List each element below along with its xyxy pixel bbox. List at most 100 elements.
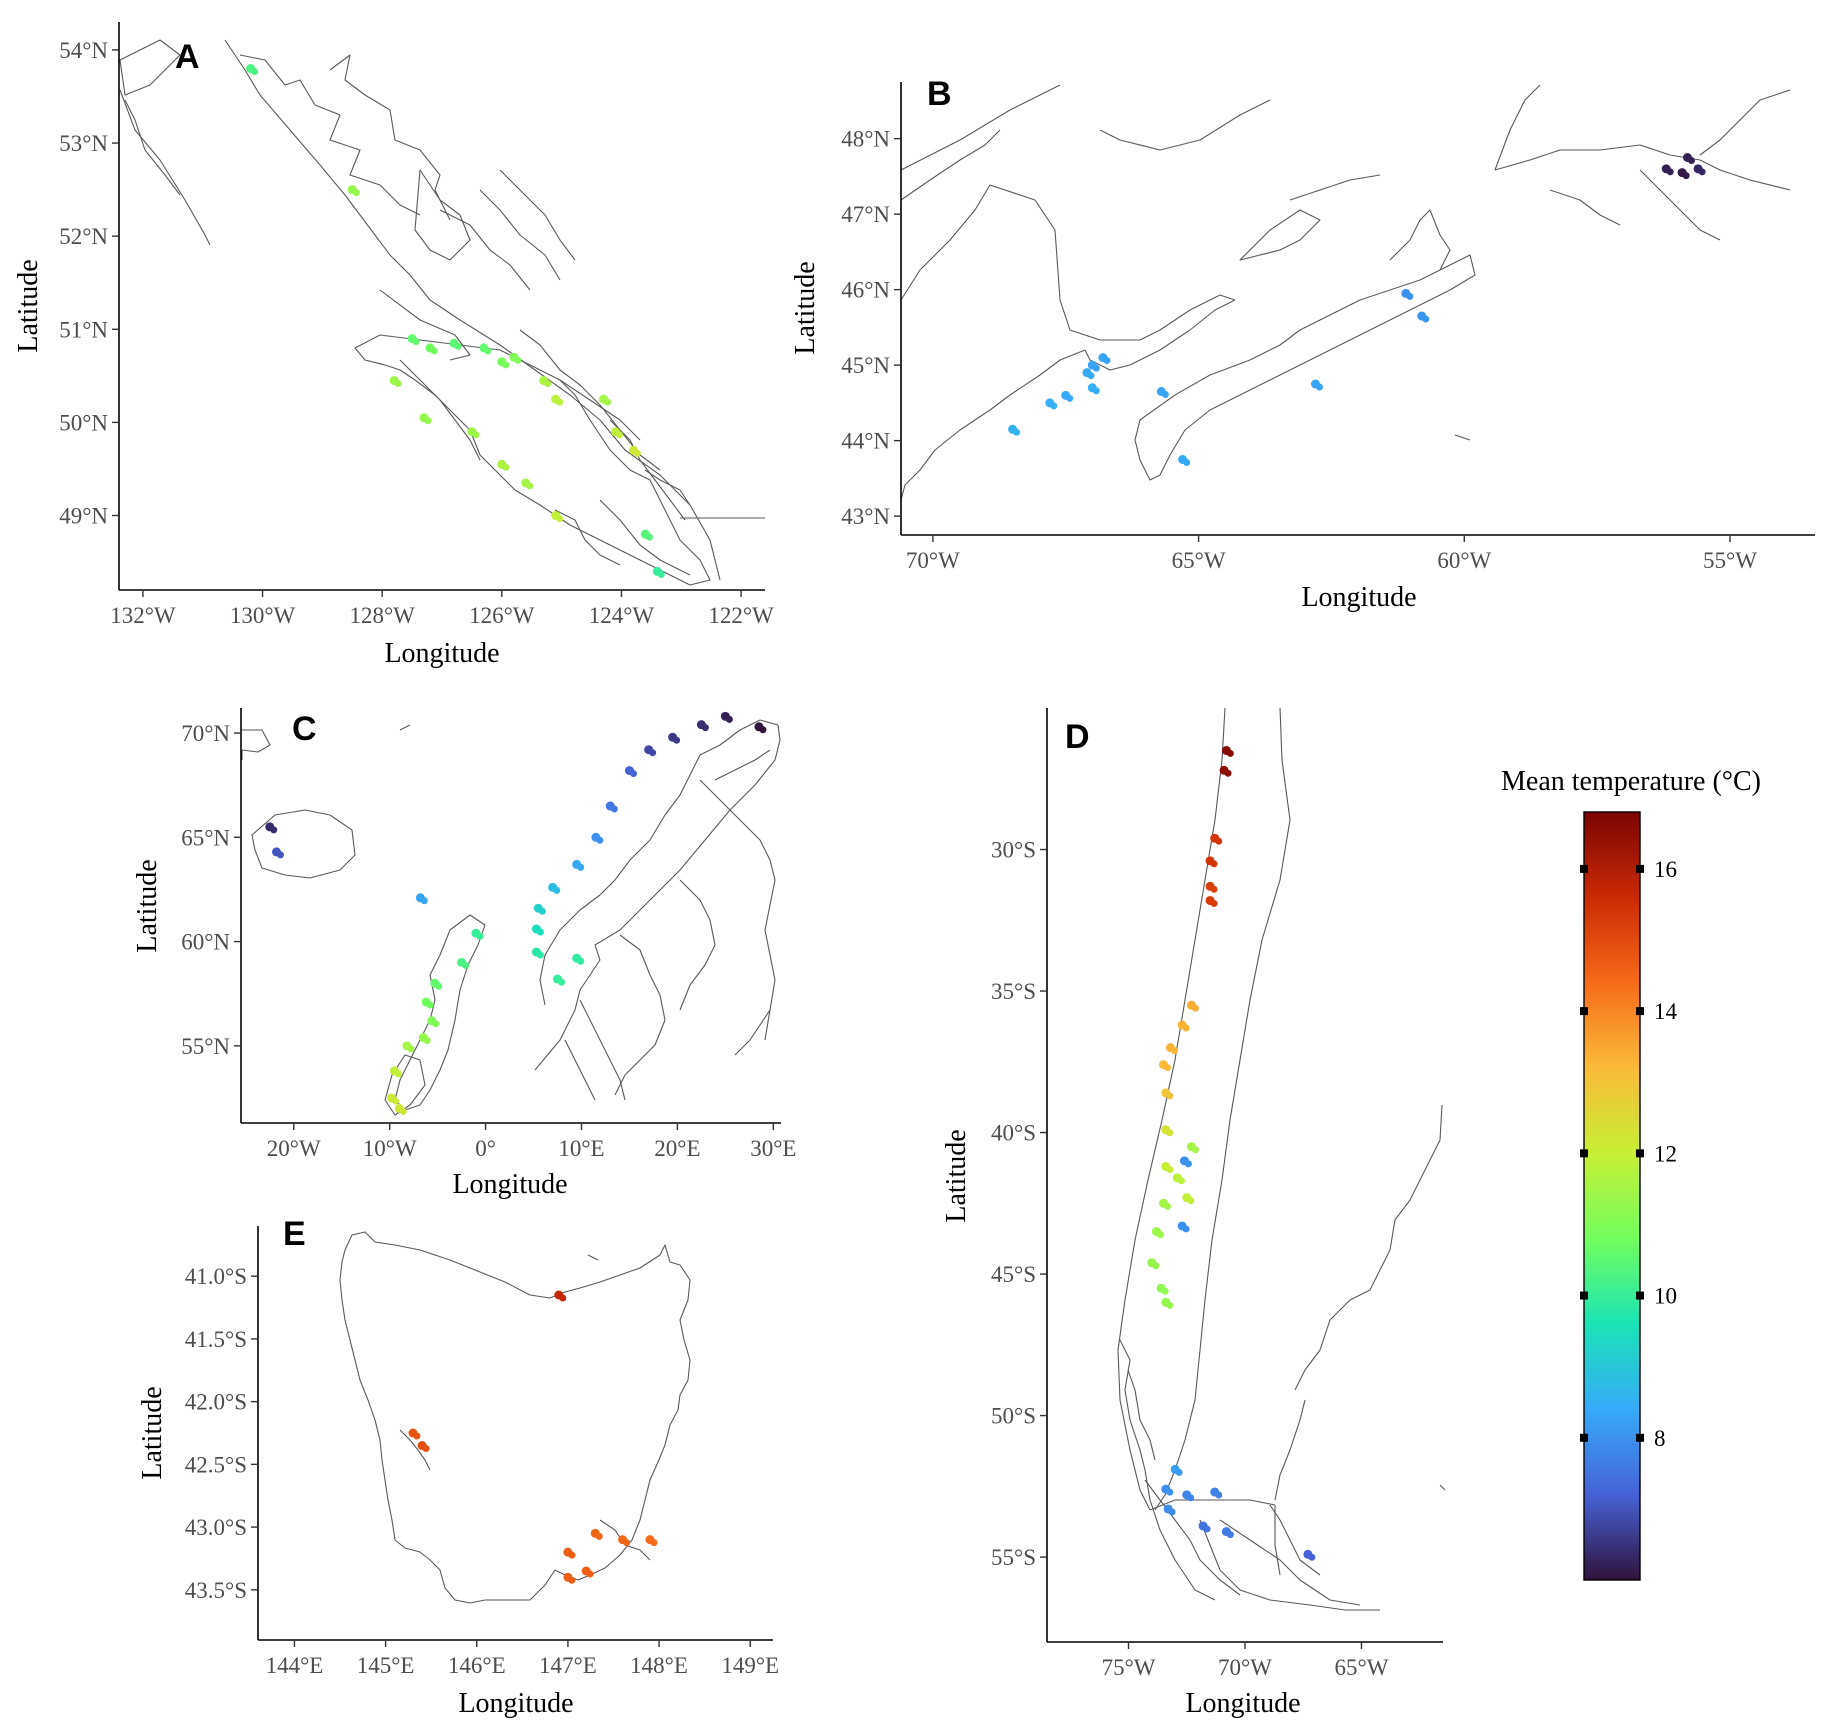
- site-marker: [502, 463, 510, 471]
- y-tick-label: 43.5°S: [185, 1578, 247, 1603]
- x-tick-label: 60°W: [1437, 548, 1491, 573]
- site-marker: [1166, 1488, 1174, 1496]
- site-marker: [1166, 1092, 1174, 1100]
- panel-e-y-title: Latitude: [137, 1386, 168, 1479]
- site-marker: [1203, 1525, 1211, 1533]
- x-tick-label: 55°W: [1703, 548, 1757, 573]
- legend-tick-mark: [1636, 864, 1644, 873]
- site-marker: [1191, 1146, 1199, 1154]
- site-marker: [1406, 292, 1414, 300]
- site-marker: [251, 68, 259, 76]
- x-tick-label: 0°: [475, 1136, 496, 1161]
- y-tick-label: 46°N: [841, 278, 890, 303]
- site-marker: [352, 189, 360, 197]
- site-marker: [435, 982, 443, 990]
- site-marker: [1184, 1160, 1192, 1168]
- y-tick-label: 50°S: [991, 1404, 1036, 1429]
- y-tick-label: 55°S: [991, 1545, 1036, 1570]
- panel-d-y-title: Latitude: [941, 1129, 972, 1222]
- y-tick-label: 43.0°S: [185, 1515, 247, 1540]
- x-tick-label: 70°W: [906, 548, 960, 573]
- temperature-legend: Mean temperature (°C) 16 14 12 10 8: [1501, 766, 1761, 1581]
- site-marker: [399, 1107, 407, 1115]
- site-marker: [1087, 372, 1095, 380]
- site-marker: [553, 886, 561, 894]
- y-tick-label: 55°N: [181, 1034, 230, 1059]
- panel-b-markers: [1008, 153, 1706, 466]
- site-marker: [1163, 1064, 1171, 1072]
- y-tick-label: 41.0°S: [185, 1264, 247, 1289]
- site-marker: [1050, 402, 1058, 410]
- y-tick-label: 45°S: [991, 1262, 1036, 1287]
- site-marker: [1315, 383, 1323, 391]
- site-marker: [568, 1551, 576, 1559]
- site-marker: [1161, 1287, 1169, 1295]
- x-tick-label: 145°E: [357, 1653, 415, 1678]
- panel-e-coastline: [339, 1231, 691, 1604]
- site-marker: [701, 724, 709, 732]
- panel-a-letter: A: [175, 38, 200, 76]
- site-marker: [462, 961, 470, 969]
- legend-tick-label: 14: [1654, 999, 1678, 1024]
- site-marker: [1175, 1468, 1183, 1476]
- site-marker: [1687, 157, 1695, 164]
- site-marker: [1210, 860, 1218, 868]
- site-marker: [623, 1539, 631, 1547]
- y-tick-label: 54°N: [59, 38, 108, 63]
- x-tick-label: 148°E: [630, 1653, 688, 1678]
- site-marker: [1226, 749, 1234, 757]
- site-marker: [413, 1432, 421, 1440]
- y-tick-label: 49°N: [59, 504, 108, 529]
- site-marker: [673, 736, 681, 744]
- site-marker: [514, 356, 522, 364]
- site-marker: [650, 1539, 658, 1547]
- site-marker: [1682, 172, 1690, 180]
- site-marker: [422, 1445, 430, 1453]
- x-tick-label: 10°E: [558, 1136, 604, 1161]
- panel-d-coastline: [1117, 707, 1446, 1611]
- x-tick-label: 70°W: [1218, 1655, 1272, 1680]
- y-tick-label: 40°S: [991, 1121, 1036, 1146]
- site-marker: [649, 749, 657, 757]
- site-marker: [1215, 837, 1223, 845]
- x-tick-label: 65°W: [1172, 548, 1226, 573]
- site-marker: [412, 338, 420, 346]
- panel-a-y-title: Latitude: [13, 259, 44, 352]
- site-marker: [1156, 1231, 1164, 1239]
- site-marker: [556, 398, 564, 406]
- panel-c-letter: C: [292, 710, 317, 748]
- y-tick-label: 50°N: [59, 410, 108, 435]
- site-marker: [1152, 1262, 1160, 1270]
- y-tick-label: 45°N: [841, 353, 890, 378]
- panel-e-markers: [408, 1290, 658, 1584]
- site-marker: [1224, 769, 1232, 777]
- site-marker: [394, 1070, 402, 1078]
- site-marker: [1183, 459, 1191, 466]
- site-marker: [270, 826, 278, 834]
- legend-tick-label: 8: [1654, 1426, 1666, 1451]
- site-marker: [276, 851, 284, 859]
- site-marker: [657, 570, 665, 578]
- y-tick-label: 60°N: [181, 930, 230, 955]
- legend-tick-mark: [1580, 864, 1588, 873]
- site-marker: [1161, 391, 1169, 399]
- y-tick-label: 53°N: [59, 131, 108, 156]
- site-marker: [1177, 1177, 1185, 1185]
- site-marker: [1013, 428, 1021, 436]
- site-marker: [476, 932, 484, 940]
- site-marker: [432, 1020, 440, 1028]
- x-tick-label: 146°E: [448, 1653, 506, 1678]
- y-tick-label: 42.5°S: [185, 1452, 247, 1477]
- site-marker: [1215, 1491, 1223, 1499]
- panel-a-markers: [246, 64, 665, 578]
- y-tick-label: 42.0°S: [185, 1390, 247, 1415]
- site-marker: [1092, 387, 1100, 395]
- site-marker: [407, 1045, 415, 1053]
- legend-tick-mark: [1580, 1007, 1588, 1016]
- site-marker: [759, 726, 767, 734]
- x-tick-label: 75°W: [1102, 1655, 1156, 1680]
- y-tick-label: 44°N: [841, 429, 890, 454]
- site-marker: [1182, 1024, 1190, 1032]
- panel-e-x-title: Longitude: [458, 1688, 573, 1719]
- panel-b-letter: B: [927, 75, 952, 113]
